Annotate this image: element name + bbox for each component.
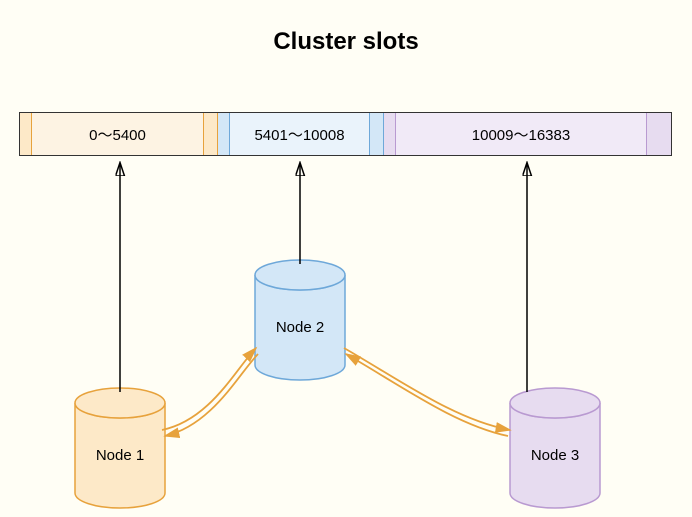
node3-cylinder: Node 3 bbox=[510, 388, 600, 508]
arrows-overlay: Node 1 Node 2 Node 3 bbox=[0, 0, 692, 517]
slot-cap bbox=[218, 113, 230, 155]
slot-cap bbox=[370, 113, 384, 155]
node2-cylinder: Node 2 bbox=[255, 260, 345, 380]
slot-cap bbox=[647, 113, 671, 155]
node3-label: Node 3 bbox=[531, 447, 579, 464]
slot-range: 5401～10008 bbox=[230, 113, 370, 155]
curved-arrow-4 bbox=[346, 354, 508, 436]
node2-label: Node 2 bbox=[276, 319, 324, 336]
curved-arrow-1 bbox=[162, 348, 256, 430]
slot-range: 0～5400 bbox=[32, 113, 204, 155]
slot-bar: 0～5400 5401～10008 10009～16383 bbox=[19, 112, 672, 156]
slot-cap bbox=[204, 113, 218, 155]
slot-cap bbox=[384, 113, 396, 155]
curved-arrow-3 bbox=[344, 348, 510, 430]
node1-cylinder: Node 1 bbox=[75, 388, 165, 508]
slot-cap bbox=[20, 113, 32, 155]
node1-label: Node 1 bbox=[96, 447, 144, 464]
diagram-canvas: Cluster slots 0～5400 5401～10008 10009～1638… bbox=[0, 0, 692, 517]
slot-range: 10009～16383 bbox=[396, 113, 647, 155]
diagram-title: Cluster slots bbox=[0, 28, 692, 56]
curved-arrow-2 bbox=[165, 354, 258, 436]
